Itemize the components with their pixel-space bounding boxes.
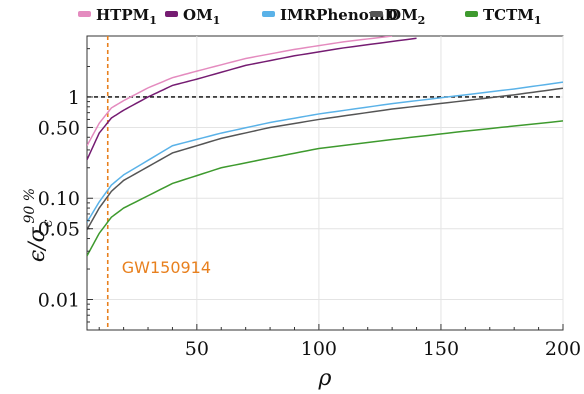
series-line [87, 120, 563, 257]
legend-swatch [165, 11, 178, 17]
y-tick-label: 0.01 [38, 290, 80, 312]
series-line [87, 36, 393, 147]
series-line [87, 37, 417, 161]
legend-label: OM1 [183, 6, 220, 27]
x-tick-label: 100 [301, 338, 337, 360]
reference-lines [87, 36, 563, 330]
y-tick-label: 0.05 [38, 219, 80, 241]
y-tick-label: 0.50 [38, 117, 80, 139]
legend-label: TCTM1 [483, 6, 542, 27]
y-axis-ticks: 0.01 0.05 0.10 0.50 1 [38, 48, 93, 323]
x-tick-label: 150 [423, 338, 459, 360]
legend-label: IMRPhenomD [280, 6, 398, 24]
x-tick-label: 200 [545, 338, 581, 360]
y-tick-label: 0.10 [38, 188, 80, 210]
grid [87, 36, 564, 330]
series-line [87, 81, 563, 223]
series-group [87, 36, 563, 257]
legend-swatch [370, 11, 383, 17]
y-axis-label: ϵ/σϵ90 % [22, 188, 56, 262]
reference-line-label: GW150914 [122, 258, 211, 277]
legend-swatch [262, 11, 275, 17]
annotations: GW150914 [122, 258, 211, 277]
plot-area: GW150914 [86, 35, 564, 331]
legend-label: OM2 [388, 6, 425, 27]
x-tick-label: 50 [185, 338, 209, 360]
legend-label: HTPM1 [96, 6, 157, 27]
x-axis-label: ρ [318, 366, 332, 391]
series-line [87, 87, 563, 230]
plot-frame [86, 35, 564, 331]
legend-swatch [465, 11, 478, 17]
legend-swatch [78, 11, 91, 17]
x-axis-ticks: 50 100 150 200 [98, 324, 581, 360]
y-tick-label: 1 [68, 87, 80, 109]
